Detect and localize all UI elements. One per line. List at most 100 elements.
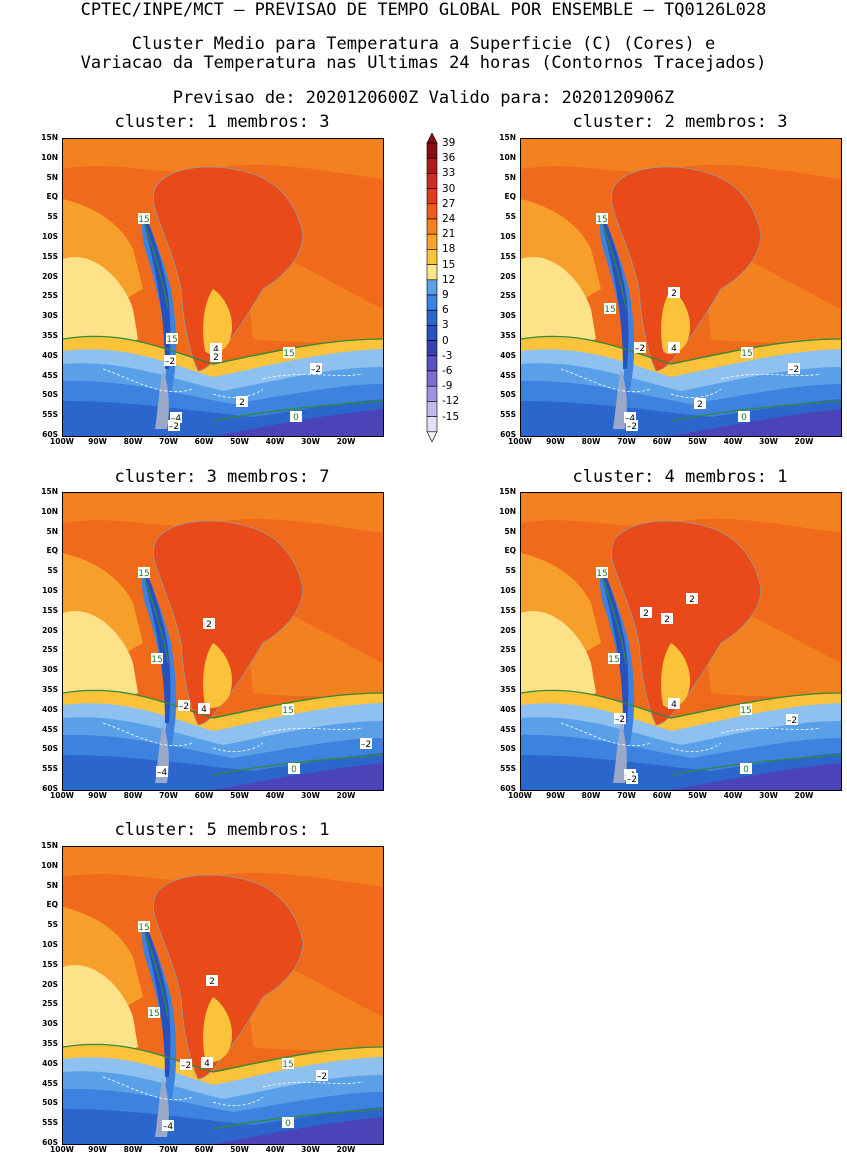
contour-label: 15 (138, 567, 150, 579)
lon-tick-label: 60W (194, 437, 214, 446)
svg-text:15: 15 (596, 569, 607, 579)
lon-tick-label: 90W (88, 437, 107, 446)
svg-text:15: 15 (148, 1009, 159, 1019)
svg-text:–4: –4 (171, 414, 182, 424)
lat-tick-label: 5S (47, 566, 58, 576)
lon-tick-label: 80W (581, 791, 601, 800)
contour-label: 2 (668, 287, 680, 299)
lat-tick-label: 20S (42, 979, 58, 989)
colorbar-tick-label: 6 (442, 304, 449, 317)
colorbar-tick-label: 15 (442, 258, 456, 271)
contour-label: 15 (740, 704, 752, 716)
svg-text:–2: –2 (179, 702, 189, 712)
lat-tick-label: 35S (500, 331, 516, 340)
svg-text:15: 15 (741, 349, 752, 359)
lon-tick-label: 60W (194, 1145, 214, 1154)
lat-tick-label: 60S (42, 430, 58, 439)
contour-label: –2 (360, 738, 372, 750)
colorbar-tick-label: 9 (442, 289, 449, 301)
lat-tick-label: 10N (41, 860, 58, 870)
header-line-4: Previsao de: 2020120600Z Valido para: 20… (172, 88, 675, 108)
contour-label: –4 (156, 766, 168, 778)
lon-tick-label: 90W (546, 437, 565, 446)
lon-tick-label: 40W (723, 437, 743, 446)
lat-tick-label: 15S (42, 605, 58, 615)
lon-tick-label: 30W (301, 437, 320, 446)
contour-label: 15 (604, 303, 616, 315)
svg-text:–2: –2 (635, 344, 645, 354)
contour-label: 15 (138, 213, 150, 225)
contour-label: –2 (168, 420, 180, 432)
svg-text:4: 4 (201, 705, 207, 715)
lon-tick-label: 20W (336, 1145, 356, 1154)
lat-tick-label: 15N (41, 487, 58, 496)
svg-text:15: 15 (282, 1060, 293, 1070)
svg-text:–2: –2 (181, 1061, 191, 1071)
lon-tick-label: 80W (123, 437, 143, 446)
colorbar-tick-label: -12 (442, 395, 460, 408)
svg-text:–4: –4 (625, 414, 636, 424)
svg-text:15: 15 (596, 215, 607, 225)
lat-tick-label: 5N (46, 526, 59, 536)
colorbar-tick-label: 3 (442, 319, 449, 332)
lat-tick-label: EQ (504, 192, 517, 202)
lat-tick-label: 35S (42, 331, 58, 340)
lat-tick-label: 35S (42, 685, 58, 694)
lat-tick-label: 15N (499, 133, 516, 142)
lat-tick-label: 40S (500, 350, 516, 360)
contour-label: –2 (634, 342, 646, 354)
lat-tick-label: 60S (500, 784, 516, 793)
lat-tick-label: 45S (42, 1078, 58, 1088)
svg-text:15: 15 (282, 706, 293, 716)
lat-tick-label: 20S (42, 271, 58, 281)
contour-label: 2 (203, 618, 215, 630)
lat-tick-label: 25S (500, 291, 516, 301)
lat-tick-label: 60S (500, 430, 516, 439)
lat-tick-label: 5N (504, 172, 517, 182)
lat-tick-label: 10N (499, 152, 516, 162)
lat-tick-label: 60S (42, 1138, 58, 1147)
lat-tick-label: EQ (504, 546, 517, 556)
header-line-2: Cluster Medio para Temperatura a Superfi… (131, 34, 716, 54)
contour-label: 4 (198, 703, 210, 715)
lat-tick-label: 25S (42, 645, 58, 655)
lat-tick-label: EQ (46, 546, 59, 556)
colorbar-tick-label: 12 (442, 273, 456, 286)
lon-tick-label: 50W (230, 791, 249, 800)
lon-tick-label: 100W (508, 791, 532, 800)
svg-text:–2: –2 (789, 365, 799, 375)
lon-tick-label: 40W (265, 791, 285, 800)
colorbar-tick-label: 36 (442, 152, 456, 165)
lon-tick-label: 70W (159, 437, 178, 446)
colorbar-tick-label: 18 (442, 243, 456, 256)
lat-tick-label: 40S (42, 1058, 58, 1068)
map-panel-5: 15 15 15 0 2 –2 4 –2 –4 (62, 846, 384, 1145)
lat-tick-label: 30S (42, 1019, 58, 1029)
lon-tick-label: 40W (265, 1145, 285, 1154)
contour-label: –2 (178, 700, 190, 712)
contour-label: 15 (166, 333, 178, 345)
svg-text:–4: –4 (163, 1122, 174, 1132)
svg-text:15: 15 (138, 215, 149, 225)
lat-tick-label: 30S (42, 311, 58, 321)
svg-text:15: 15 (138, 923, 149, 933)
contour-label: –4 (170, 412, 182, 424)
contour-label: 2 (236, 396, 248, 408)
lon-tick-label: 30W (301, 1145, 320, 1154)
contour-label: 2 (210, 351, 222, 363)
svg-text:–2: –2 (311, 365, 321, 375)
panel-title: cluster: 4 membros: 1 (572, 467, 788, 487)
panel-title: cluster: 5 membros: 1 (114, 820, 330, 840)
lon-tick-label: 20W (794, 791, 814, 800)
contour-label: –4 (162, 1120, 174, 1132)
contour-label: 2 (206, 975, 218, 987)
lat-tick-label: 10S (42, 232, 58, 241)
contour-label: 15 (596, 567, 608, 579)
svg-text:2: 2 (664, 615, 670, 625)
lon-tick-label: 90W (88, 1145, 107, 1154)
contour-label: –2 (626, 773, 638, 785)
panel-title: cluster: 2 membros: 3 (572, 112, 788, 132)
lon-tick-label: 70W (617, 437, 636, 446)
lon-tick-label: 70W (617, 791, 636, 800)
svg-text:0: 0 (743, 765, 749, 775)
